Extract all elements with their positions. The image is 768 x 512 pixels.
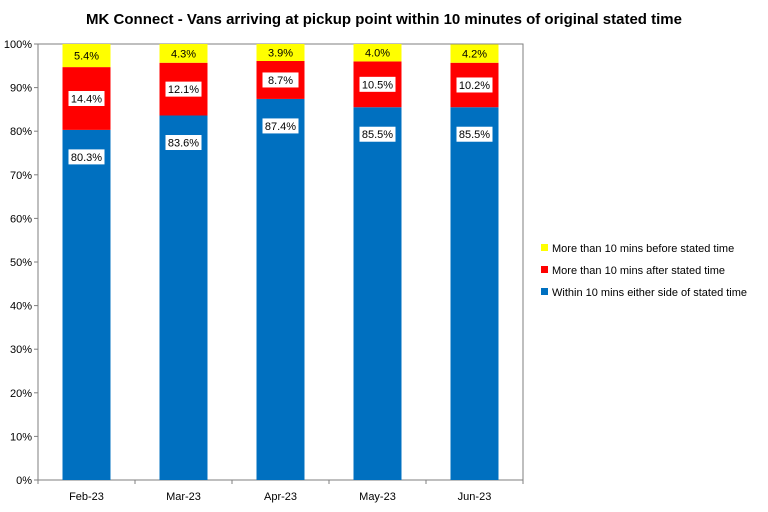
data-label-box: [262, 72, 299, 88]
x-tick-label: Apr-23: [264, 491, 297, 503]
data-label: 4.2%: [462, 49, 487, 61]
chart-title: MK Connect - Vans arriving at pickup poi…: [86, 11, 682, 28]
bar-segment-within: [256, 98, 305, 480]
bar-segment-before: [450, 44, 499, 63]
data-label: 14.4%: [71, 94, 102, 106]
x-tick-label: Jun-23: [458, 491, 492, 503]
data-label: 80.3%: [71, 152, 102, 164]
y-tick-label: 0%: [16, 475, 32, 487]
data-label-box: [456, 77, 493, 93]
data-label-box: [68, 149, 105, 165]
data-label: 10.5%: [362, 79, 393, 91]
legend-swatch: [541, 244, 548, 251]
data-label-box: [165, 81, 202, 97]
data-label-box: [359, 76, 396, 92]
data-label-box: [262, 118, 299, 134]
y-tick-label: 60%: [10, 213, 32, 225]
x-tick-label: Mar-23: [166, 491, 201, 503]
x-tick-label: Feb-23: [69, 491, 104, 503]
data-label-box: [68, 91, 105, 106]
data-label: 4.0%: [365, 48, 390, 60]
legend: More than 10 mins before stated time More…: [541, 243, 747, 299]
y-tick-label: 80%: [10, 126, 32, 138]
y-tick-label: 70%: [10, 170, 32, 182]
bar-segment-within: [159, 115, 208, 480]
data-label: 4.3%: [171, 48, 196, 60]
data-label: 8.7%: [268, 75, 293, 87]
data-label: 85.5%: [459, 129, 490, 141]
data-label-box: [359, 126, 396, 142]
data-label: 10.2%: [459, 80, 490, 92]
y-tick-label: 50%: [10, 257, 32, 269]
data-label: 85.5%: [362, 129, 393, 141]
bar-segment-within: [62, 129, 111, 480]
bar-segment-before: [62, 44, 111, 68]
bar-segment-before: [353, 44, 402, 62]
y-tick-label: 90%: [10, 83, 32, 95]
data-label: 5.4%: [74, 51, 99, 63]
legend-swatch: [541, 288, 548, 295]
legend-label: More than 10 mins before stated time: [552, 243, 734, 255]
x-tick-label: May-23: [359, 491, 396, 503]
bar-segment-within: [450, 107, 499, 480]
bar-segment-within: [353, 107, 402, 480]
y-tick-label: 40%: [10, 301, 32, 313]
y-tick-label: 10%: [10, 431, 32, 443]
data-label: 12.1%: [168, 84, 199, 96]
y-tick-label: 100%: [4, 39, 32, 51]
y-tick-label: 30%: [10, 344, 32, 356]
legend-label: More than 10 mins after stated time: [552, 265, 725, 277]
data-label-box: [165, 135, 202, 151]
plot-area: 0% 10% 20% 30% 40% 50% 60% 70% 80% 90% 100% 80.3% 14…: [4, 39, 524, 503]
data-label-box: [456, 126, 493, 142]
data-label: 3.9%: [268, 48, 293, 60]
data-label: 83.6%: [168, 138, 199, 150]
data-label: 87.4%: [265, 121, 296, 133]
y-tick-label: 20%: [10, 388, 32, 400]
legend-swatch: [541, 266, 548, 273]
bar-segment-before: [256, 44, 305, 62]
bar-segment-before: [159, 44, 208, 63]
legend-label: Within 10 mins either side of stated tim…: [552, 287, 747, 299]
